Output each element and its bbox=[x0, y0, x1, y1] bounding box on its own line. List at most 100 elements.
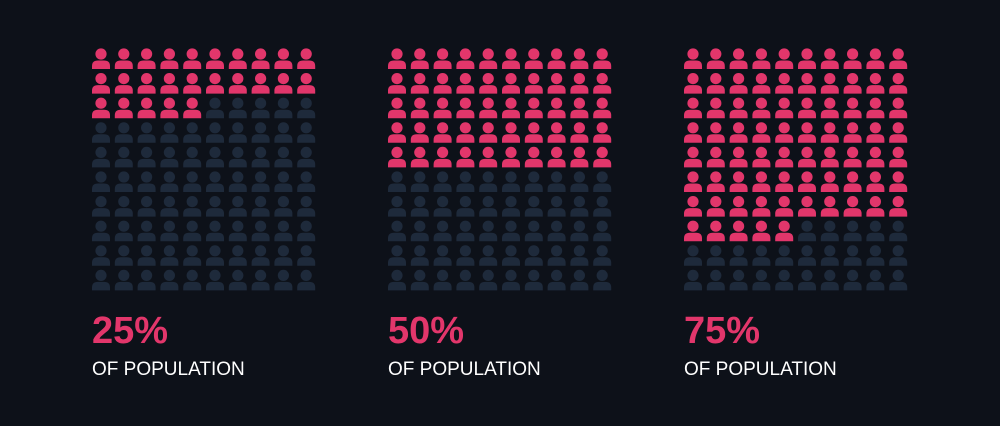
icon-head bbox=[778, 146, 790, 158]
icon-head bbox=[551, 245, 563, 257]
icon-head bbox=[687, 97, 699, 109]
person-icon bbox=[593, 122, 612, 143]
person-icon bbox=[593, 196, 612, 217]
person-icon bbox=[820, 48, 839, 69]
person-icon bbox=[684, 146, 702, 168]
person-icon bbox=[684, 245, 702, 266]
icon-head bbox=[824, 245, 836, 257]
icon-body bbox=[160, 158, 179, 168]
person-icon bbox=[502, 48, 520, 69]
icon-body bbox=[456, 60, 475, 69]
caption: OF POPULATION bbox=[92, 359, 245, 380]
person-icon bbox=[410, 73, 429, 94]
icon-body bbox=[798, 60, 816, 69]
person-icon bbox=[752, 245, 771, 266]
icon-head bbox=[186, 122, 198, 134]
person-icon bbox=[137, 73, 156, 94]
icon-body bbox=[889, 208, 908, 217]
person-icon bbox=[752, 48, 771, 69]
person-icon bbox=[820, 73, 839, 94]
icon-body bbox=[433, 109, 452, 119]
icon-head bbox=[141, 122, 153, 134]
icon-head bbox=[847, 220, 859, 232]
person-icon bbox=[752, 122, 771, 143]
icon-head bbox=[141, 97, 153, 109]
person-icon bbox=[866, 220, 885, 242]
icon-head bbox=[437, 245, 449, 257]
filled-icons bbox=[388, 48, 612, 168]
icon-head bbox=[414, 269, 426, 281]
icon-head bbox=[437, 220, 449, 232]
icon-head bbox=[733, 245, 745, 257]
person-icon bbox=[274, 73, 293, 94]
icon-head bbox=[414, 196, 426, 208]
icon-body bbox=[456, 208, 475, 217]
icon-head bbox=[437, 269, 449, 281]
person-icon bbox=[456, 220, 475, 242]
icon-body bbox=[388, 60, 406, 69]
icon-body bbox=[706, 134, 725, 143]
icon-body bbox=[388, 183, 406, 192]
person-icon bbox=[410, 146, 429, 168]
icon-body bbox=[274, 208, 293, 217]
icon-head bbox=[847, 146, 859, 158]
icon-body bbox=[775, 208, 794, 217]
icon-head bbox=[733, 97, 745, 109]
icon-head bbox=[687, 122, 699, 134]
icon-body bbox=[183, 257, 202, 266]
person-icon bbox=[798, 48, 816, 69]
person-icon bbox=[706, 73, 725, 94]
icon-head bbox=[391, 269, 403, 281]
icon-head bbox=[186, 171, 198, 183]
icon-body bbox=[775, 109, 794, 119]
icon-head bbox=[733, 220, 745, 232]
icon-head bbox=[391, 171, 403, 183]
icon-body bbox=[547, 109, 566, 119]
icon-body bbox=[114, 85, 133, 94]
icon-head bbox=[141, 171, 153, 183]
icon-head bbox=[755, 245, 768, 257]
icon-head bbox=[437, 196, 449, 208]
icon-body bbox=[92, 85, 110, 94]
icon-body bbox=[684, 183, 702, 192]
person-icon bbox=[183, 196, 202, 217]
icon-body bbox=[889, 281, 908, 291]
icon-body bbox=[137, 85, 156, 94]
icon-head bbox=[869, 146, 882, 158]
icon-head bbox=[869, 269, 882, 281]
icon-head bbox=[277, 245, 289, 257]
icon-head bbox=[255, 269, 267, 281]
person-icon bbox=[729, 171, 748, 192]
icon-body bbox=[410, 281, 429, 291]
person-icon bbox=[866, 171, 885, 192]
person-icon bbox=[524, 269, 543, 291]
icon-body bbox=[206, 109, 224, 119]
icon-body bbox=[866, 257, 885, 266]
icon-head bbox=[300, 171, 312, 183]
icon-head bbox=[733, 171, 745, 183]
icon-head bbox=[528, 220, 540, 232]
icon-body bbox=[752, 257, 771, 266]
person-icon bbox=[570, 146, 589, 168]
icon-body bbox=[570, 257, 589, 266]
icon-head bbox=[277, 48, 289, 60]
icon-head bbox=[255, 171, 267, 183]
icon-body bbox=[297, 85, 316, 94]
icon-body bbox=[889, 158, 908, 168]
icon-head bbox=[186, 73, 198, 85]
icon-body bbox=[729, 257, 748, 266]
icon-head bbox=[596, 48, 608, 60]
icon-body bbox=[752, 85, 771, 94]
icon-head bbox=[710, 73, 722, 85]
icon-body bbox=[206, 208, 224, 217]
person-icon bbox=[92, 48, 110, 69]
icon-head bbox=[687, 48, 699, 60]
icon-body bbox=[752, 158, 771, 168]
icon-head bbox=[391, 73, 403, 85]
person-icon bbox=[456, 48, 475, 69]
icon-head bbox=[824, 171, 836, 183]
icon-body bbox=[820, 208, 839, 217]
icon-body bbox=[570, 183, 589, 192]
icon-head bbox=[414, 97, 426, 109]
